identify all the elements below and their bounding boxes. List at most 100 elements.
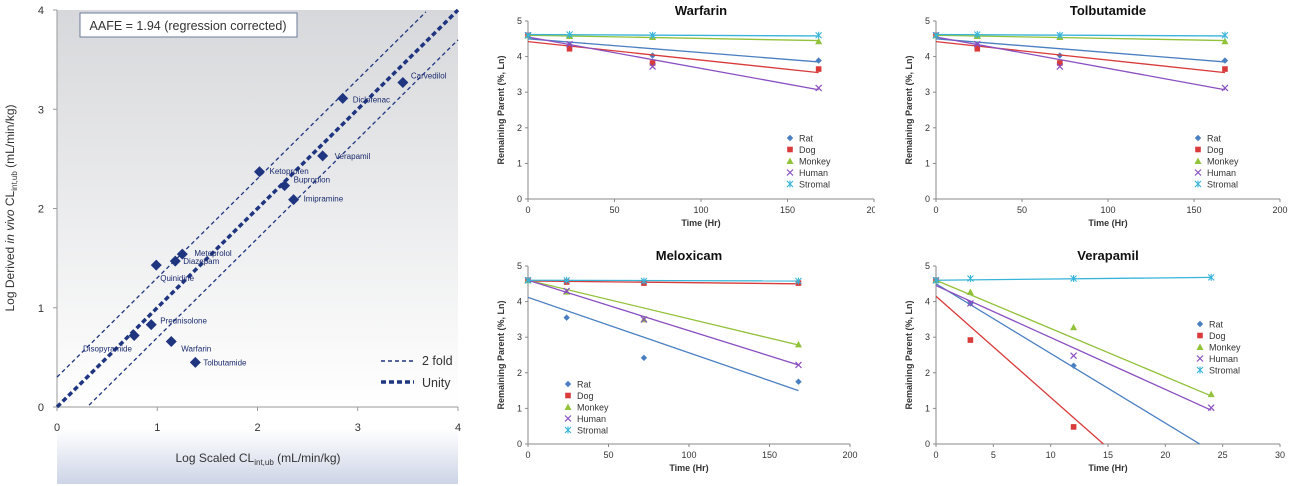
aafe-annotation-box bbox=[79, 12, 298, 38]
legend-label-unity: Unity bbox=[422, 376, 451, 390]
x-tick-2: 2 bbox=[254, 422, 260, 434]
verapamil-series-monkey bbox=[932, 276, 1215, 398]
verapamil-fit-monkey bbox=[936, 279, 1212, 397]
warfarin-legend-label-rat: Rat bbox=[799, 134, 814, 144]
tolbutamide-point-human-2 bbox=[1056, 63, 1064, 70]
verapamil-legend-label-rat: Rat bbox=[1209, 320, 1224, 330]
tolbutamide-fit-dog bbox=[936, 41, 1226, 74]
point-diazepam bbox=[169, 255, 181, 267]
meloxicam-y-tick-1: 1 bbox=[517, 403, 522, 413]
verapamil-point-stromal-1 bbox=[967, 274, 974, 282]
main-legend: 2 fold Unity bbox=[381, 354, 453, 390]
meloxicam-series-human bbox=[524, 276, 802, 369]
verapamil-x-axis-label: Time (Hr) bbox=[1088, 463, 1127, 473]
meloxicam-legend-label-monkey: Monkey bbox=[577, 403, 609, 413]
verapamil-fit-human bbox=[936, 284, 1212, 411]
y-tick-1: 1 bbox=[38, 303, 44, 315]
tolbutamide-y-tick-4: 4 bbox=[925, 52, 930, 62]
meloxicam-x-tick-50: 50 bbox=[603, 450, 613, 460]
warfarin-legend-label-dog: Dog bbox=[799, 145, 816, 155]
meloxicam-legend-marker-human bbox=[564, 415, 572, 422]
warfarin-y-tick-4: 4 bbox=[517, 52, 522, 62]
warfarin-legend-marker-monkey bbox=[786, 157, 794, 164]
tolbutamide-x-tick-100: 100 bbox=[1100, 205, 1115, 215]
meloxicam-point-stromal-2 bbox=[640, 277, 648, 285]
warfarin-point-human-1 bbox=[566, 40, 573, 48]
verapamil-point-monkey-2 bbox=[1070, 323, 1078, 331]
tolbutamide-series-stromal bbox=[932, 31, 1229, 39]
warfarin-x-axis-label: Time (Hr) bbox=[681, 218, 720, 228]
meloxicam-legend-label-rat: Rat bbox=[577, 380, 592, 390]
x-tick-4: 4 bbox=[455, 422, 461, 434]
verapamil-x-tick-5: 5 bbox=[991, 450, 996, 460]
warfarin-point-stromal-2 bbox=[649, 31, 656, 39]
verapamil-y-tick-5: 5 bbox=[925, 261, 930, 271]
point-verapamil bbox=[317, 150, 329, 162]
verapamil-point-human-1 bbox=[966, 299, 974, 307]
tolbutamide-legend-marker-dog bbox=[1195, 146, 1201, 153]
warfarin-point-human-2 bbox=[649, 63, 656, 70]
lower-2-fold-line bbox=[88, 39, 459, 406]
meloxicam-x-axis-label: Time (Hr) bbox=[669, 463, 708, 473]
x-tick-3: 3 bbox=[355, 422, 361, 434]
verapamil-legend-label-stromal: Stromal bbox=[1209, 366, 1240, 376]
tolbutamide-point-rat-3 bbox=[1221, 57, 1229, 64]
meloxicam-point-rat-3 bbox=[795, 378, 802, 385]
tolbutamide-x-tick-150: 150 bbox=[1186, 205, 1201, 215]
tolbutamide-point-dog-2 bbox=[1057, 60, 1063, 66]
point-tolbutamide bbox=[189, 356, 201, 368]
warfarin-x-tick-150: 150 bbox=[780, 205, 795, 215]
x-tick-0: 0 bbox=[54, 422, 60, 434]
label-imipramine: Imipramine bbox=[304, 195, 344, 204]
tolbutamide-point-dog-3 bbox=[1222, 66, 1228, 72]
verapamil-point-monkey-3 bbox=[1207, 390, 1215, 398]
tolbutamide-legend-label-dog: Dog bbox=[1207, 145, 1224, 155]
tolbutamide-depletion-chart: Tolbutamide 0 50 100 150 200 0 1 2 3 4 5 Time (Hr) Re… bbox=[904, 3, 1288, 228]
y-axis-label: Log Derived in vivo CLint,ub (mL/min/kg) bbox=[3, 104, 19, 311]
verapamil-fit-rat bbox=[936, 283, 1201, 444]
verapamil-series-dog bbox=[933, 277, 1104, 444]
tolbutamide-legend-label-monkey: Monkey bbox=[1207, 157, 1239, 167]
tolbutamide-legend-label-human: Human bbox=[1207, 168, 1236, 178]
warfarin-point-stromal-1 bbox=[566, 31, 573, 39]
tolbutamide-legend-marker-monkey bbox=[1194, 157, 1202, 164]
meloxicam-point-human-1 bbox=[563, 287, 571, 295]
point-warfarin bbox=[165, 335, 177, 347]
tolbutamide-x-tick-200: 200 bbox=[1272, 205, 1287, 215]
tolbutamide-y-tick-1: 1 bbox=[925, 158, 930, 168]
warfarin-title: Warfarin bbox=[675, 3, 727, 18]
verapamil-point-human-3 bbox=[1207, 404, 1215, 412]
point-quinidine bbox=[150, 259, 162, 271]
meloxicam-fit-rat bbox=[528, 296, 799, 392]
warfarin-legend-marker-rat bbox=[786, 134, 794, 142]
point-diclofenac bbox=[337, 92, 349, 104]
warfarin-legend-label-monkey: Monkey bbox=[799, 157, 831, 167]
verapamil-point-stromal-2 bbox=[1070, 274, 1077, 282]
x-tick-1: 1 bbox=[154, 422, 160, 434]
warfarin-x-tick-0: 0 bbox=[525, 205, 530, 215]
label-quinidine: Quinidine bbox=[160, 274, 194, 283]
warfarin-point-monkey-3 bbox=[815, 37, 823, 45]
warfarin-fit-human bbox=[528, 36, 819, 91]
upper-2-fold-line bbox=[56, 11, 427, 378]
y-tick-3: 3 bbox=[38, 104, 44, 116]
meloxicam-point-stromal-1 bbox=[563, 276, 571, 284]
verapamil-point-dog-1 bbox=[967, 337, 974, 343]
warfarin-x-tick-200: 200 bbox=[866, 205, 875, 215]
tolbutamide-legend-marker-rat bbox=[1194, 134, 1202, 142]
x-axis-label: Log Scaled CLint,ub (mL/min/kg) bbox=[176, 451, 341, 467]
meloxicam-title: Meloxicam bbox=[656, 248, 722, 263]
verapamil-legend-marker-monkey bbox=[1196, 343, 1204, 350]
label-diclofenac: Diclofenac bbox=[353, 95, 390, 104]
y-tick-4: 4 bbox=[38, 5, 44, 17]
verapamil-fit-dog bbox=[936, 295, 1104, 444]
aafe-annotation: AAFE = 1.94 (regression corrected) bbox=[90, 19, 287, 33]
warfarin-legend-marker-stromal bbox=[786, 180, 794, 188]
meloxicam-y-tick-0: 0 bbox=[517, 439, 522, 449]
verapamil-legend-label-human: Human bbox=[1209, 354, 1238, 364]
meloxicam-point-human-3 bbox=[795, 361, 802, 369]
verapamil-y-tick-0: 0 bbox=[925, 439, 930, 449]
warfarin-point-dog-3 bbox=[815, 66, 822, 72]
